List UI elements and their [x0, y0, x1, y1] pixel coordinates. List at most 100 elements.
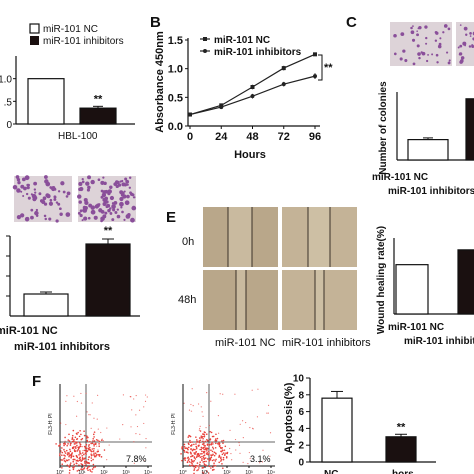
flow-event-sparse-inhibitors [242, 461, 244, 464]
transwell-cell-nc [15, 175, 20, 179]
flow-event-inhibitors [212, 435, 215, 438]
x-tick-label-b: 96 [309, 131, 321, 143]
flow-event-sparse-nc [89, 414, 91, 416]
flow-event-inhibitors [226, 451, 229, 454]
flow-event-sparse-nc [135, 394, 137, 397]
colony-cell-nc [416, 44, 420, 48]
flow-event-sparse-inhibitors [199, 425, 201, 428]
bar-a-nc [27, 78, 65, 125]
flow-event-nc [87, 469, 89, 472]
transwell-cell-nc [59, 212, 63, 217]
flow-event-inhibitors [210, 467, 212, 469]
flow-event-sparse-nc [139, 433, 141, 435]
transwell-cell-inhibitors [126, 183, 129, 186]
transwell-cell-nc [65, 195, 69, 198]
flow-event-sparse-inhibitors [210, 400, 212, 402]
transwell-cell-inhibitors [111, 218, 115, 222]
flow-event-sparse-nc [145, 394, 147, 396]
flow-event-inhibitors [225, 452, 227, 454]
flow-event-inhibitors [197, 465, 200, 467]
transwell-cell-inhibitors [109, 185, 113, 189]
category-label-nc-d: miR-101 NC [0, 325, 58, 337]
panel-b: B 0 24 48 72 96 0.0 0.5 1.0 1.5 miR-101 NC miR-1… [150, 14, 333, 161]
flow-event-nc [92, 466, 95, 469]
flow-event-inhibitors [199, 439, 202, 442]
flow-event-inhibitors [223, 454, 226, 456]
colony-cell-nc [417, 52, 421, 56]
flow-event-nc [98, 443, 100, 445]
transwell-cell-nc [17, 180, 21, 185]
flow-event-sparse-nc [100, 431, 102, 434]
colony-cell-nc [435, 31, 439, 35]
flow-event-sparse-nc [135, 414, 137, 416]
flow-event-inhibitors [203, 435, 206, 438]
column-label-inhibitors-e: miR-101 inhibitors [282, 337, 371, 349]
transwell-cell-inhibitors [100, 189, 104, 193]
flow-event-nc [94, 443, 97, 446]
transwell-cell-nc [22, 194, 25, 198]
flow-event-inhibitors [186, 447, 188, 450]
transwell-cell-nc [54, 187, 57, 191]
flow-event-inhibitors [190, 455, 192, 458]
flow-event-sparse-inhibitors [217, 415, 220, 417]
flow-x-tick-label-0: 10⁴ [144, 470, 152, 474]
flow-event-nc [78, 457, 81, 460]
transwell-cell-nc [62, 190, 66, 194]
colony-cell-inhibitors [469, 35, 472, 37]
flow-event-sparse-inhibitors [186, 460, 189, 462]
colony-cell-inhibitors [460, 56, 465, 60]
flow-event-nc [83, 462, 86, 464]
transwell-cell-inhibitors [121, 179, 124, 183]
transwell-cell-nc [21, 177, 26, 182]
flow-event-nc [78, 435, 81, 438]
flow-event-nc [69, 450, 72, 453]
flow-event-nc [86, 440, 89, 443]
flow-event-nc [69, 464, 72, 466]
flow-event-inhibitors [191, 441, 193, 443]
data-point-b-inhibitors [250, 94, 255, 99]
transwell-cell-inhibitors [79, 209, 83, 213]
flow-event-sparse-nc [65, 400, 67, 402]
flow-event-sparse-nc [108, 444, 110, 446]
flow-event-nc [93, 443, 95, 445]
flow-event-inhibitors [196, 440, 198, 443]
flow-event-nc [85, 460, 88, 463]
flow-event-nc [83, 464, 86, 467]
transwell-cell-inhibitors [83, 216, 88, 221]
flow-event-nc [79, 445, 81, 447]
flow-event-inhibitors [195, 456, 198, 458]
data-point-b-inhibitors [219, 105, 224, 110]
flow-event-nc [71, 436, 74, 439]
flow-event-nc [91, 442, 94, 445]
transwell-cell-inhibitors [91, 210, 94, 214]
flow-event-nc [91, 471, 93, 473]
flow-event-sparse-inhibitors [219, 445, 221, 447]
column-label-nc-e: miR-101 NC [215, 337, 276, 349]
colony-cell-nc [446, 51, 449, 54]
flow-event-inhibitors [211, 450, 214, 453]
colony-cell-nc [410, 26, 413, 30]
colony-cell-nc [399, 57, 403, 61]
flow-event-sparse-inhibitors [257, 388, 259, 390]
flow-event-nc [80, 453, 82, 455]
flow-event-inhibitors [181, 446, 183, 449]
flow-event-inhibitors [220, 447, 222, 450]
flow-event-inhibitors [190, 461, 192, 464]
flow-event-inhibitors [216, 437, 219, 440]
flow-event-sparse-inhibitors [269, 455, 271, 457]
flow-event-nc [73, 465, 76, 468]
flow-event-inhibitors [212, 443, 214, 445]
flow-event-sparse-inhibitors [249, 426, 251, 429]
flow-event-nc [87, 445, 90, 447]
y-axis-title-f: Apoptosis(%) [283, 382, 295, 453]
colony-cell-inhibitors [458, 52, 463, 56]
flow-event-inhibitors [193, 468, 196, 470]
transwell-cell-inhibitors [77, 194, 82, 199]
flow-event-inhibitors [181, 459, 183, 462]
flow-event-inhibitors [208, 465, 211, 468]
flow-event-inhibitors [195, 439, 198, 441]
flow-event-inhibitors [206, 447, 208, 449]
flow-event-inhibitors [208, 450, 210, 453]
panel-letter-c: C [346, 14, 357, 31]
colony-cell-inhibitors [468, 45, 472, 48]
